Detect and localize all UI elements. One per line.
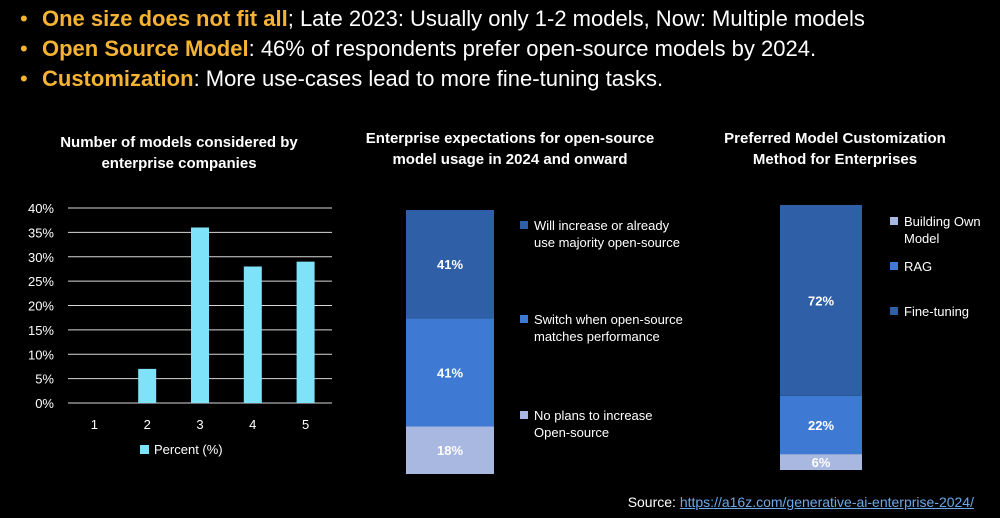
bullet-text: ; Late 2023: Usually only 1-2 models, No… <box>287 6 865 31</box>
segment-1 <box>406 318 494 427</box>
chart1-models-considered: 0% 5% 10% 15% 20% 25% 30% 35% 40% 1 2 3 4 5 Percent (%… <box>28 201 332 457</box>
bullet-text: : 46% of respondents prefer open-source … <box>248 36 817 61</box>
data-label: 72% <box>808 293 834 308</box>
legend-swatch <box>890 217 898 225</box>
chart1-title: Number of models considered by enterpris… <box>60 134 298 172</box>
chart3-customization-method: 6% 22% 72% Building Own Model RAG Fine-tuning <box>780 205 981 470</box>
legend-label: RAG <box>904 259 932 274</box>
bullet-list: • One size does not fit all; Late 2023: U… <box>14 4 994 94</box>
legend-swatch <box>520 221 528 229</box>
data-label: 18% <box>437 443 463 458</box>
y-tick-label: 5% <box>35 372 54 387</box>
bullet-highlight: One size does not fit all <box>42 6 288 31</box>
x-tick-label: 5 <box>302 417 309 432</box>
legend-label: Switch when open-source matches performan… <box>534 312 683 344</box>
chart2-title: Enterprise expectations for open-source … <box>365 130 655 168</box>
data-label: 41% <box>437 365 463 380</box>
bar-2 <box>138 368 157 403</box>
y-tick-label: 20% <box>28 299 54 314</box>
segment-1 <box>780 395 862 455</box>
bullet-text: : More use-cases lead to more fine-tunin… <box>193 66 664 91</box>
y-tick-label: 40% <box>28 201 54 216</box>
legend-swatch <box>890 262 898 270</box>
chart2-open-source-expectations: 18% 41% 41% No plans to increase Open-source… <box>406 210 683 474</box>
legend-swatch <box>520 411 528 419</box>
bullet-customization: • Customization: More use-cases lead to m… <box>14 64 994 94</box>
x-tick-label: 2 <box>144 417 151 432</box>
y-tick-label: 0% <box>35 396 54 411</box>
source-citation: Source: https://a16z.com/generative-ai-e… <box>628 494 974 510</box>
y-tick-label: 10% <box>28 347 54 362</box>
x-tick-label: 3 <box>196 417 203 432</box>
bullet-dot: • <box>20 6 28 31</box>
data-label: 22% <box>808 418 834 433</box>
legend-label: No plans to increase Open-source <box>534 408 653 440</box>
x-tick-label: 4 <box>249 417 256 432</box>
bullet-open-source: • Open Source Model: 46% of respondents p… <box>14 34 994 64</box>
legend-label: Fine-tuning <box>904 304 969 319</box>
segment-2 <box>780 205 862 396</box>
y-tick-label: 25% <box>28 274 54 289</box>
bar-5 <box>296 261 315 403</box>
legend-swatch <box>520 315 528 323</box>
source-label: Source: <box>627 494 680 510</box>
y-tick-label: 15% <box>28 323 54 338</box>
bullet-dot: • <box>20 36 28 61</box>
segment-0 <box>780 454 862 470</box>
source-link[interactable]: https://a16z.com/generative-ai-enterpris… <box>679 494 974 510</box>
segment-0 <box>406 426 494 474</box>
data-label: 41% <box>437 257 463 272</box>
legend-label: Percent (%) <box>154 442 223 457</box>
legend-label: Will increase or already use majority ope… <box>534 218 680 250</box>
x-tick-label: 1 <box>91 417 98 432</box>
chart3-title: Preferred Model Customization Method for… <box>724 130 946 168</box>
legend-swatch <box>140 445 149 454</box>
data-label: 6% <box>812 455 831 470</box>
y-tick-label: 35% <box>28 225 54 240</box>
bullet-highlight: Customization <box>42 66 194 91</box>
bullet-highlight: Open Source Model <box>42 36 249 61</box>
legend-label: Building Own Model <box>904 214 981 246</box>
segment-2 <box>406 210 494 319</box>
legend-swatch <box>890 307 898 315</box>
y-tick-label: 30% <box>28 250 54 265</box>
bar-3 <box>191 227 209 403</box>
bullet-dot: • <box>20 66 28 91</box>
bullet-one-size: • One size does not fit all; Late 2023: U… <box>14 4 994 34</box>
bar-4 <box>243 266 262 403</box>
